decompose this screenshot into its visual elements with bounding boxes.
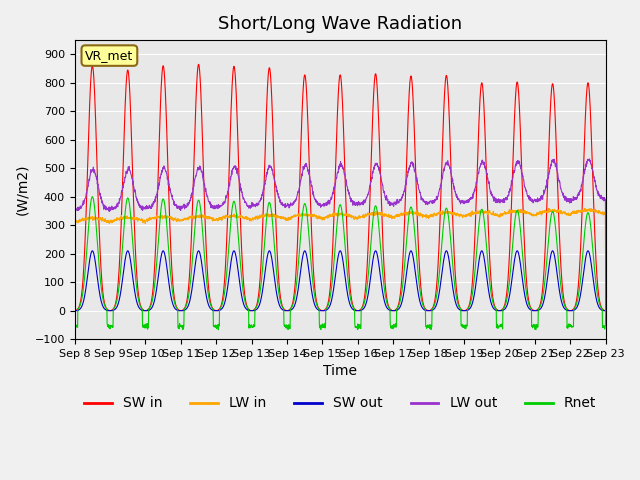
SW out xyxy=(367,271,375,276)
Rnet xyxy=(220,297,227,303)
SW out xyxy=(219,304,227,310)
SW in xyxy=(367,162,375,168)
LW in xyxy=(219,215,227,220)
LW out xyxy=(602,308,609,313)
SW in xyxy=(71,308,79,313)
LW in xyxy=(581,205,589,211)
LW out xyxy=(71,206,79,212)
SW in xyxy=(219,294,227,300)
SW in xyxy=(570,306,577,312)
Rnet xyxy=(495,323,502,329)
LW in xyxy=(494,214,502,219)
SW out xyxy=(602,308,609,313)
LW in xyxy=(367,211,374,216)
SW out xyxy=(71,308,79,313)
X-axis label: Time: Time xyxy=(323,364,357,378)
SW out xyxy=(495,308,502,313)
LW in xyxy=(355,213,363,218)
LW in xyxy=(570,210,577,216)
SW in xyxy=(195,61,202,67)
SW in xyxy=(495,308,502,313)
LW out xyxy=(367,179,374,185)
Line: Rnet: Rnet xyxy=(75,197,605,330)
SW out xyxy=(570,308,577,313)
LW out xyxy=(570,194,577,200)
LW in xyxy=(71,219,79,225)
Rnet xyxy=(602,308,609,313)
LW out xyxy=(494,198,502,204)
Rnet xyxy=(367,236,375,241)
Rnet xyxy=(71,323,79,329)
LW out xyxy=(586,156,593,162)
Line: LW out: LW out xyxy=(75,159,605,311)
Line: SW in: SW in xyxy=(75,64,605,311)
Rnet xyxy=(356,323,364,329)
Title: Short/Long Wave Radiation: Short/Long Wave Radiation xyxy=(218,15,462,33)
Rnet xyxy=(556,267,563,273)
Rnet xyxy=(88,194,96,200)
LW out xyxy=(219,201,227,207)
LW out xyxy=(355,202,363,207)
SW out xyxy=(356,308,364,313)
Line: LW in: LW in xyxy=(75,208,605,311)
Legend: SW in, LW in, SW out, LW out, Rnet: SW in, LW in, SW out, LW out, Rnet xyxy=(79,391,602,416)
LW out xyxy=(555,178,563,184)
LW in xyxy=(555,208,563,214)
Rnet xyxy=(570,306,578,312)
SW out xyxy=(88,248,96,254)
Y-axis label: (W/m2): (W/m2) xyxy=(15,164,29,216)
SW in xyxy=(356,308,364,313)
LW in xyxy=(602,308,609,313)
SW in xyxy=(555,221,563,227)
Rnet xyxy=(214,327,222,333)
SW out xyxy=(555,285,563,290)
SW in xyxy=(602,308,609,313)
Text: VR_met: VR_met xyxy=(85,49,134,62)
Line: SW out: SW out xyxy=(75,251,605,311)
